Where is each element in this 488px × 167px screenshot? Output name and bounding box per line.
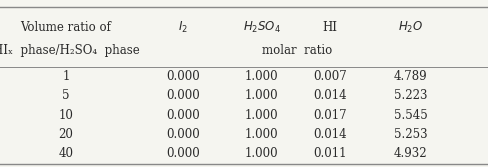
Text: 5.253: 5.253: [393, 128, 427, 141]
Text: 0.000: 0.000: [166, 128, 200, 141]
Text: HIₓ  phase/H₂SO₄  phase: HIₓ phase/H₂SO₄ phase: [0, 44, 139, 57]
Text: 0.011: 0.011: [313, 147, 346, 160]
Text: $I_2$: $I_2$: [178, 20, 188, 35]
Text: 0.000: 0.000: [166, 89, 200, 102]
Text: 5.223: 5.223: [393, 89, 427, 102]
Text: 4.932: 4.932: [393, 147, 427, 160]
Text: 20: 20: [59, 128, 73, 141]
Text: 0.017: 0.017: [313, 109, 346, 122]
Text: 0.014: 0.014: [313, 128, 346, 141]
Text: Volume ratio of: Volume ratio of: [20, 21, 111, 34]
Text: 1.000: 1.000: [244, 147, 278, 160]
Text: $H_2O$: $H_2O$: [397, 20, 423, 35]
Text: 4.789: 4.789: [393, 70, 427, 83]
Text: 1.000: 1.000: [244, 70, 278, 83]
Text: 1.000: 1.000: [244, 109, 278, 122]
Text: 1.000: 1.000: [244, 128, 278, 141]
Text: 1: 1: [62, 70, 70, 83]
Text: 0.014: 0.014: [313, 89, 346, 102]
Text: 5.545: 5.545: [393, 109, 427, 122]
Text: HI: HI: [322, 21, 337, 34]
Text: 0.000: 0.000: [166, 109, 200, 122]
Text: 1.000: 1.000: [244, 89, 278, 102]
Text: molar  ratio: molar ratio: [262, 44, 331, 57]
Text: 40: 40: [59, 147, 73, 160]
Text: 0.000: 0.000: [166, 147, 200, 160]
Text: 5: 5: [62, 89, 70, 102]
Text: 0.007: 0.007: [312, 70, 346, 83]
Text: $H_2SO_4$: $H_2SO_4$: [242, 20, 280, 35]
Text: 0.000: 0.000: [166, 70, 200, 83]
Text: 10: 10: [59, 109, 73, 122]
